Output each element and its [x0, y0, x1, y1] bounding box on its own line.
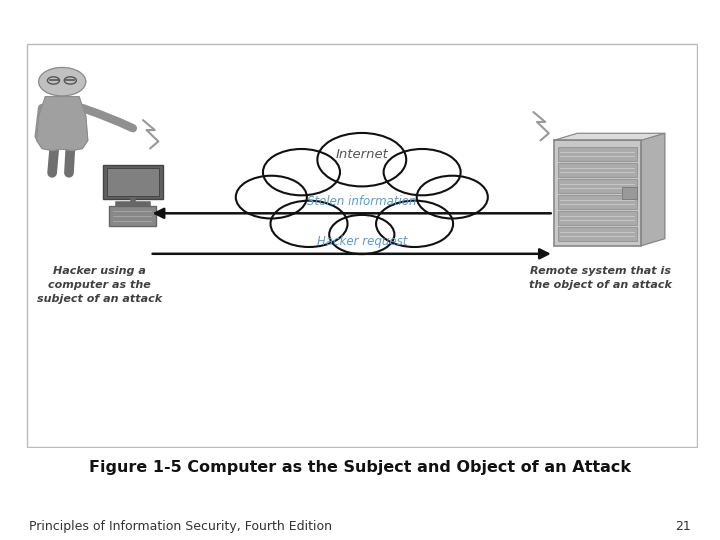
FancyBboxPatch shape — [107, 167, 159, 196]
FancyBboxPatch shape — [554, 140, 642, 246]
FancyBboxPatch shape — [558, 163, 637, 177]
Text: Principles of Information Security, Fourth Edition: Principles of Information Security, Four… — [29, 520, 332, 533]
FancyBboxPatch shape — [558, 227, 637, 241]
Polygon shape — [554, 133, 665, 140]
Polygon shape — [642, 133, 665, 246]
Text: Hacker using a
computer as the
subject of an attack: Hacker using a computer as the subject o… — [37, 266, 162, 304]
Text: 21: 21 — [675, 520, 691, 533]
Text: Internet: Internet — [336, 148, 388, 161]
Polygon shape — [37, 97, 88, 151]
FancyBboxPatch shape — [109, 206, 156, 226]
Circle shape — [417, 176, 488, 219]
Circle shape — [376, 201, 453, 247]
Text: Hacker request: Hacker request — [317, 235, 407, 248]
Text: Figure 1-5 Computer as the Subject and Object of an Attack: Figure 1-5 Computer as the Subject and O… — [89, 460, 631, 475]
FancyBboxPatch shape — [558, 147, 637, 161]
Circle shape — [329, 215, 395, 254]
Circle shape — [235, 176, 307, 219]
FancyBboxPatch shape — [27, 44, 697, 447]
Circle shape — [384, 149, 461, 195]
FancyBboxPatch shape — [622, 187, 637, 199]
Text: Stolen information: Stolen information — [307, 194, 417, 208]
Circle shape — [271, 201, 348, 247]
FancyBboxPatch shape — [558, 211, 637, 225]
Circle shape — [263, 149, 340, 195]
FancyBboxPatch shape — [103, 165, 163, 199]
FancyBboxPatch shape — [558, 179, 637, 193]
Text: Remote system that is
the object of an attack: Remote system that is the object of an a… — [529, 266, 672, 290]
Circle shape — [318, 133, 406, 186]
FancyBboxPatch shape — [558, 195, 637, 209]
Circle shape — [39, 68, 86, 96]
